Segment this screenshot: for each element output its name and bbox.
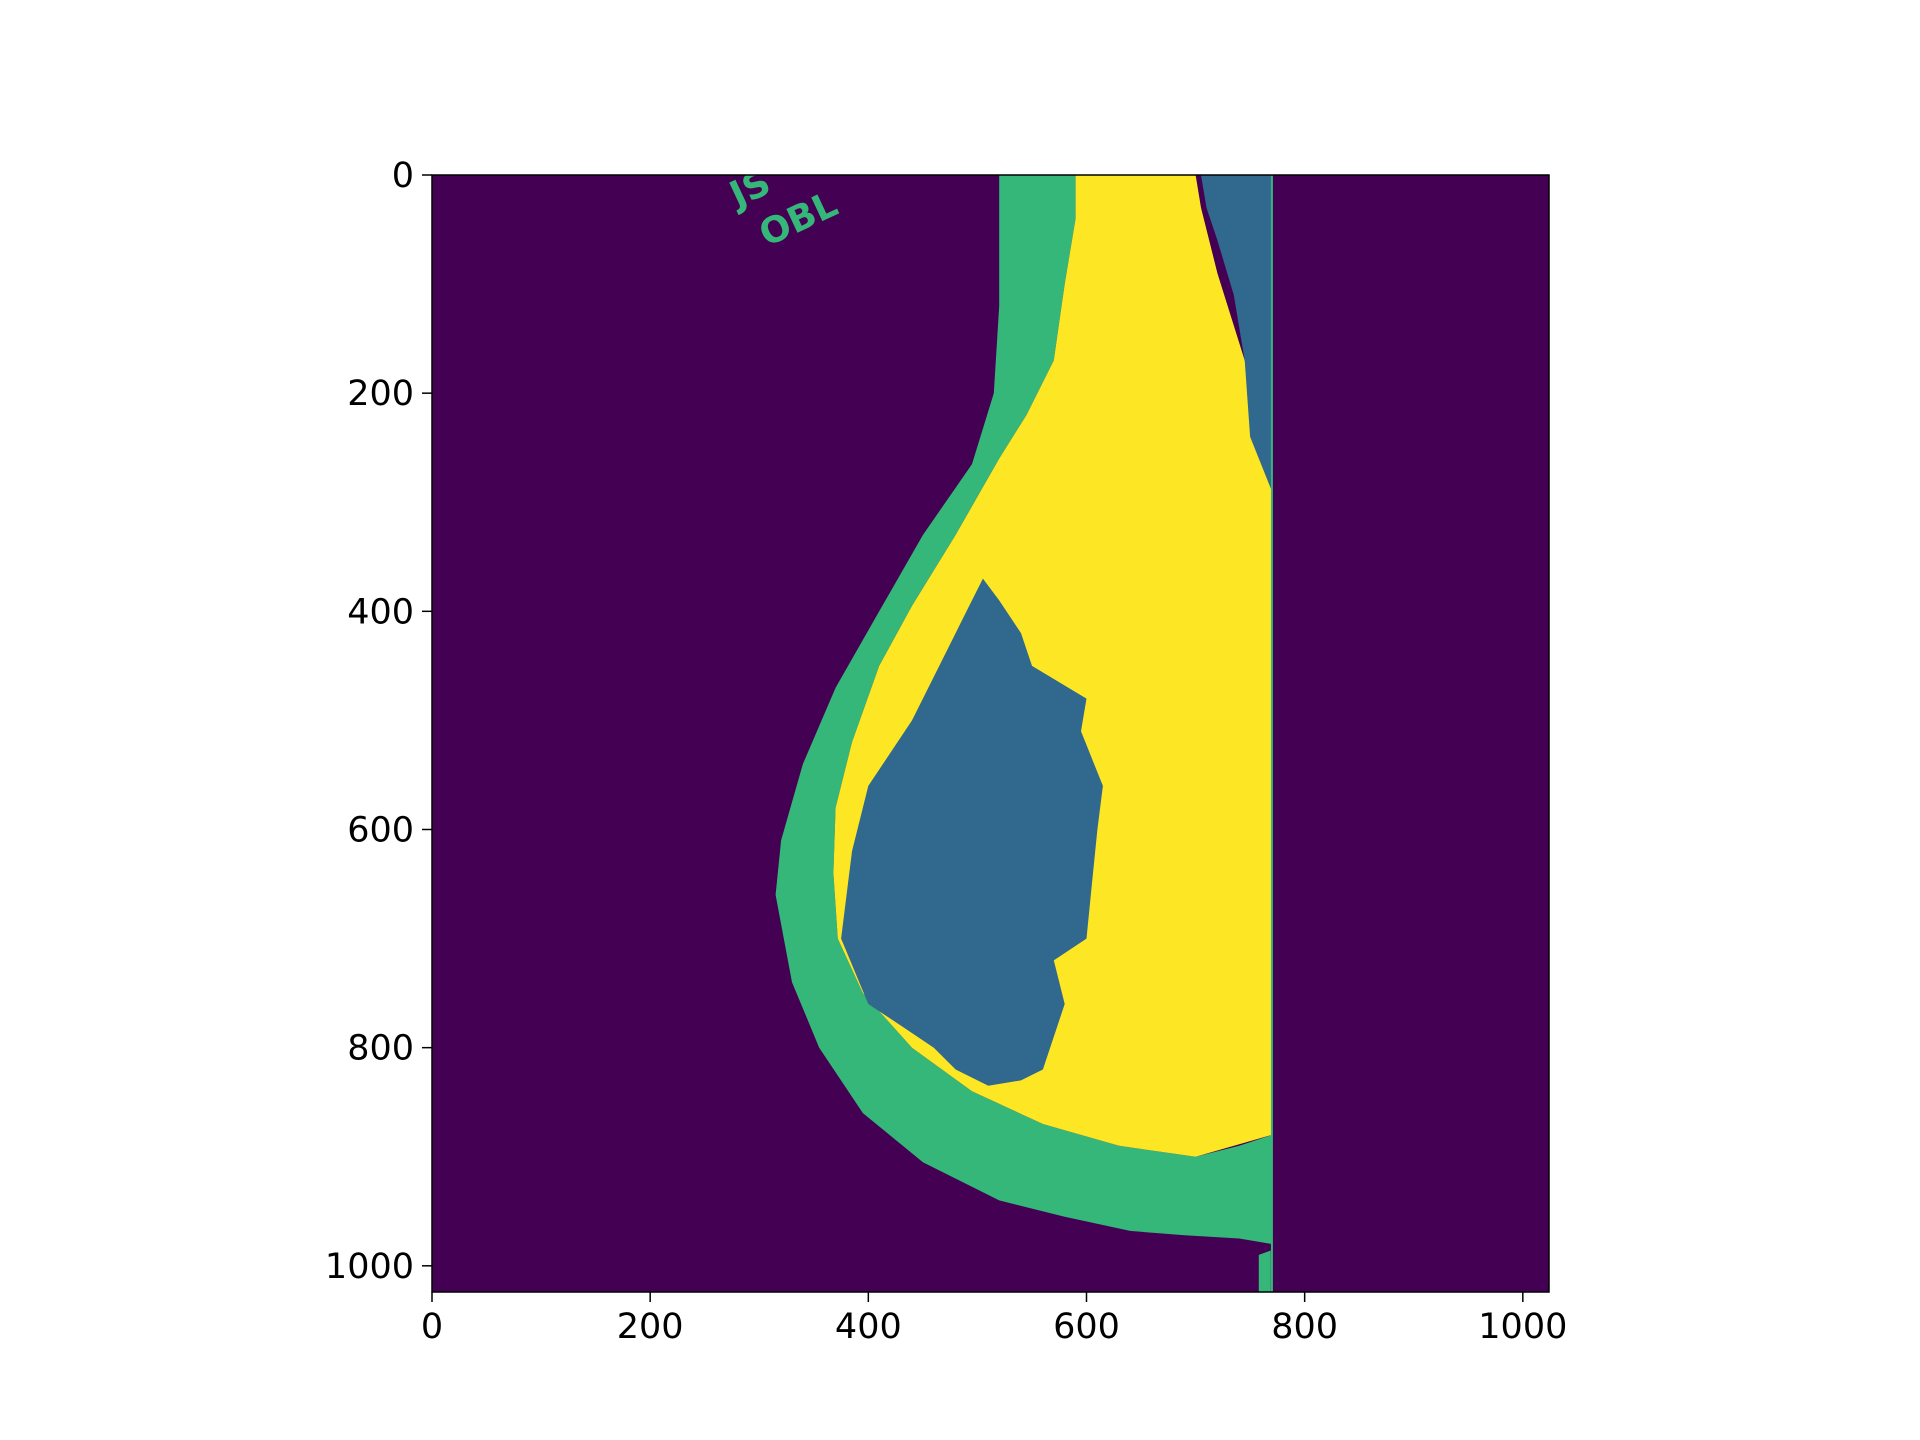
x-tick-label: 200 xyxy=(617,1307,684,1347)
x-tick-label: 1000 xyxy=(1478,1307,1567,1347)
y-tick-label: 0 xyxy=(392,156,414,196)
y-tick-label: 1000 xyxy=(325,1247,414,1287)
y-tick-label: 600 xyxy=(347,810,414,850)
y-tick-label: 200 xyxy=(347,374,414,414)
axes-frame xyxy=(431,174,1550,1293)
y-tick-label: 400 xyxy=(347,592,414,632)
x-tick-label: 600 xyxy=(1053,1307,1120,1347)
x-tick-label: 800 xyxy=(1271,1307,1338,1347)
region-gland xyxy=(841,578,1103,1086)
region-upper-edge xyxy=(1201,175,1272,492)
x-tick-label: 0 xyxy=(421,1307,443,1347)
x-tick-label: 400 xyxy=(835,1307,902,1347)
region-skin-band xyxy=(775,175,1272,1244)
region-nipple xyxy=(1258,1250,1271,1292)
y-tick-label: 800 xyxy=(347,1029,414,1069)
